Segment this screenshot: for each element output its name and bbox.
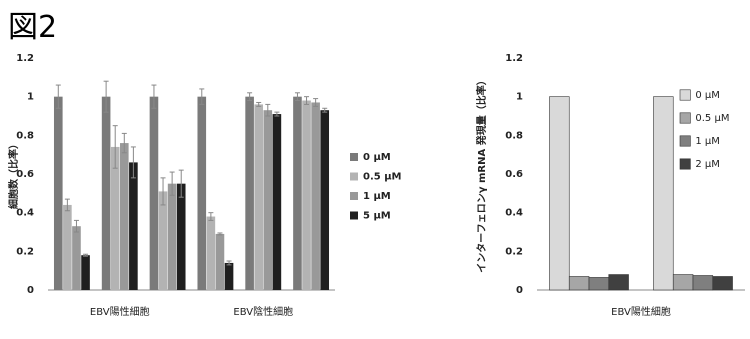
bar <box>53 96 63 291</box>
bar <box>119 143 129 290</box>
legend-label: 1 μM <box>363 191 391 202</box>
y-axis-label: 細胞数（比率） <box>7 139 20 209</box>
y-tick-label: 1.2 <box>16 53 34 64</box>
legend-label: 0 μM <box>695 90 720 101</box>
legend-swatch <box>679 112 691 124</box>
bar <box>129 162 138 290</box>
legend-label: 1 μM <box>695 136 720 147</box>
bar <box>215 233 225 290</box>
bar <box>712 276 733 291</box>
bar <box>81 255 90 290</box>
legend-label: 5 μM <box>363 211 391 222</box>
y-tick-label: 0.6 <box>505 169 523 180</box>
bar <box>608 274 629 291</box>
legend-label: 0.5 μM <box>363 172 402 183</box>
y-tick-label: 0.2 <box>505 246 523 257</box>
y-tick-label: 0.6 <box>16 169 34 180</box>
bar <box>568 276 590 291</box>
bar <box>311 102 320 290</box>
y-tick-label: 0 <box>27 285 34 296</box>
legend-swatch <box>350 211 358 220</box>
bar <box>167 183 177 290</box>
bar <box>101 96 111 291</box>
y-tick-label: 1 <box>516 92 523 103</box>
y-tick-label: 0.4 <box>505 208 523 219</box>
bar <box>245 96 254 291</box>
group-label: EBV陽性細胞 <box>90 305 150 318</box>
bar <box>63 204 72 290</box>
bar <box>72 226 81 290</box>
bar <box>692 275 714 291</box>
group-label: EBV陽性細胞 <box>611 305 671 318</box>
bar <box>110 146 120 290</box>
legend-swatch <box>350 172 358 181</box>
bar <box>149 96 159 291</box>
legend-swatch <box>350 153 358 161</box>
y-tick-label: 0.2 <box>16 246 34 257</box>
bar <box>302 100 311 291</box>
y-axis-label: インターフェロンγ mRNA 発現量（比率） <box>475 75 488 272</box>
legend-label: 0.5 μM <box>695 113 729 124</box>
y-tick-label: 0.8 <box>505 130 523 141</box>
bar <box>588 277 610 291</box>
y-tick-label: 0 <box>516 285 523 296</box>
bar <box>272 114 282 290</box>
legend-label: 2 μM <box>695 159 720 170</box>
y-tick-label: 0.4 <box>16 208 34 219</box>
bar <box>293 96 302 291</box>
figure-title: 図2 <box>8 10 58 45</box>
bar <box>206 216 216 290</box>
bar <box>197 96 207 291</box>
bar <box>549 96 570 291</box>
legend-swatch <box>679 158 691 170</box>
y-tick-label: 1.2 <box>505 53 523 64</box>
legend-swatch <box>350 192 358 200</box>
y-tick-label: 1 <box>27 92 34 103</box>
bar <box>320 110 330 290</box>
legend-swatch <box>679 89 691 101</box>
y-tick-label: 0.8 <box>16 130 34 141</box>
bar <box>158 191 168 290</box>
legend-swatch <box>679 135 691 147</box>
bar <box>254 104 264 291</box>
bar <box>653 96 674 291</box>
bar <box>224 262 234 290</box>
legend-label: 0 μM <box>363 152 391 163</box>
bar <box>672 274 694 291</box>
bar <box>176 183 186 290</box>
bar <box>263 110 273 290</box>
group-label: EBV陰性細胞 <box>233 305 293 318</box>
